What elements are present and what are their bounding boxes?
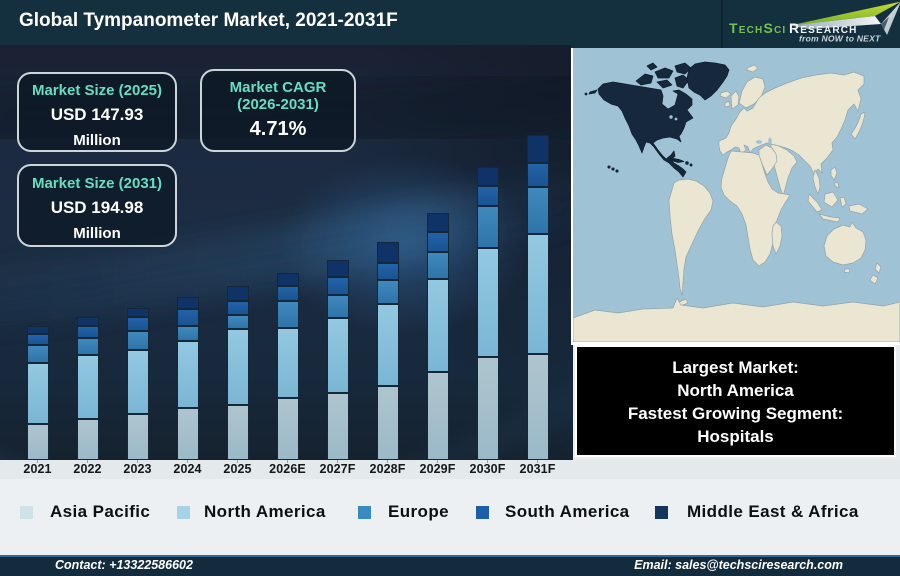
svg-text:Research: Research xyxy=(789,20,858,36)
svg-text:from NOW to NEXT: from NOW to NEXT xyxy=(799,34,881,44)
svg-text:TechSci: TechSci xyxy=(729,20,786,36)
